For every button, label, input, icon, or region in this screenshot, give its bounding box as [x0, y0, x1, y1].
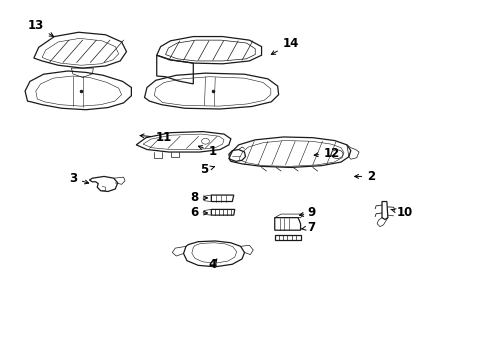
- Text: 10: 10: [390, 207, 412, 220]
- Text: 12: 12: [313, 147, 340, 159]
- Text: 3: 3: [69, 172, 88, 185]
- Text: 2: 2: [354, 170, 375, 183]
- Text: 5: 5: [200, 163, 214, 176]
- Text: 4: 4: [208, 258, 217, 271]
- Text: 13: 13: [28, 19, 53, 36]
- Text: 1: 1: [198, 145, 216, 158]
- Text: 7: 7: [301, 221, 315, 234]
- Text: 14: 14: [271, 37, 298, 54]
- Text: 9: 9: [299, 207, 315, 220]
- Text: 6: 6: [190, 207, 207, 220]
- Text: 8: 8: [190, 192, 207, 204]
- Text: 11: 11: [140, 131, 172, 144]
